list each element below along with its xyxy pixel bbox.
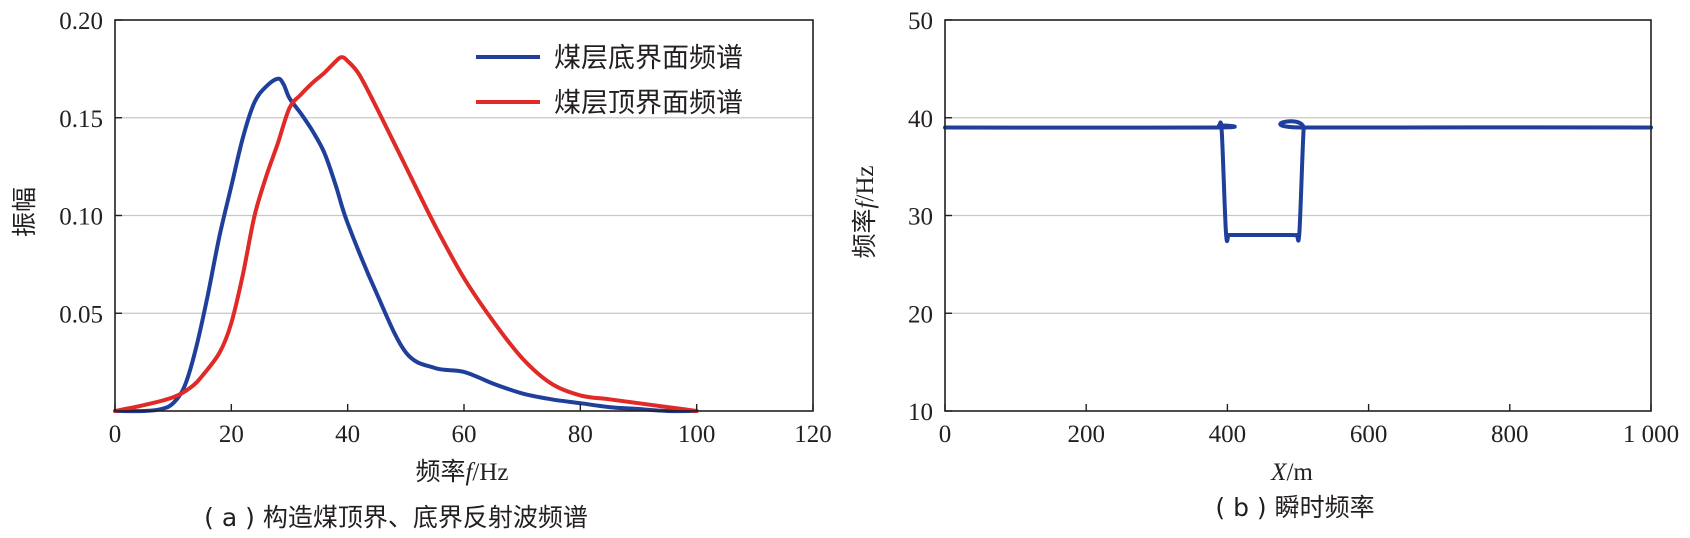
b-ylabel-prefix: 频率 bbox=[850, 209, 879, 259]
b-xlabel-unit: /m bbox=[1286, 459, 1313, 486]
b-xlabel: X/m bbox=[1270, 459, 1313, 486]
a-ticks: 0.05 0.10 0.15 0.20 0 20 40 60 80 100 120 bbox=[59, 8, 832, 448]
b-grid bbox=[945, 117, 1651, 314]
b-xtick-label: 600 bbox=[1350, 421, 1388, 448]
a-xtick-label: 120 bbox=[794, 421, 832, 448]
a-ytick-label: 0.15 bbox=[59, 106, 103, 133]
b-caption: ( b ) 瞬时频率 bbox=[1215, 493, 1374, 522]
b-xtick-label: 0 bbox=[939, 421, 952, 448]
a-grid bbox=[115, 117, 813, 314]
b-ytick-label: 30 bbox=[908, 204, 933, 231]
a-xtick-label: 60 bbox=[452, 421, 477, 448]
a-xtick-label: 0 bbox=[109, 421, 122, 448]
b-xtick-label: 400 bbox=[1209, 421, 1247, 448]
b-series-line-0 bbox=[943, 119, 1653, 244]
b-ylabel-unit: /Hz bbox=[852, 165, 879, 201]
b-ylabel: 频率f/Hz bbox=[850, 165, 879, 258]
a-series-line-1 bbox=[113, 55, 699, 413]
a-ytick-label: 0.05 bbox=[59, 301, 103, 328]
legend-label-bottom: 煤层底界面频谱 bbox=[554, 43, 743, 74]
a-xlabel: 频率f/Hz bbox=[415, 457, 508, 486]
panel-a-spectrum-chart: 0.05 0.10 0.15 0.20 0 20 40 60 80 100 120 煤层底界面频谱 … bbox=[10, 8, 832, 532]
b-ytick-label: 10 bbox=[908, 399, 933, 426]
a-xtick-label: 20 bbox=[219, 421, 244, 448]
a-caption: ( a ) 构造煤顶界、底界反射波频谱 bbox=[204, 503, 588, 532]
a-xlabel-unit: /Hz bbox=[472, 459, 508, 486]
a-ylabel: 振幅 bbox=[10, 187, 39, 237]
legend-label-top: 煤层顶界面频谱 bbox=[554, 88, 743, 119]
a-legend: 煤层底界面频谱 煤层顶界面频谱 bbox=[476, 43, 743, 119]
b-ytick-label: 20 bbox=[908, 301, 933, 328]
a-xtick-label: 80 bbox=[568, 421, 593, 448]
a-xtick-label: 100 bbox=[678, 421, 716, 448]
b-series bbox=[943, 119, 1653, 244]
b-xtick-label: 800 bbox=[1491, 421, 1529, 448]
a-ytick-label: 0.10 bbox=[59, 204, 103, 231]
a-xlabel-var: f bbox=[465, 459, 475, 486]
b-xlabel-var: X bbox=[1270, 459, 1288, 486]
a-ytick-label: 0.20 bbox=[59, 8, 103, 35]
b-xtick-label: 200 bbox=[1067, 421, 1105, 448]
b-ticks: 10 20 30 40 50 0 200 400 600 800 1 000 bbox=[908, 8, 1679, 448]
a-series-line-0 bbox=[113, 76, 699, 414]
b-ytick-label: 40 bbox=[908, 106, 933, 133]
a-xlabel-prefix: 频率 bbox=[415, 457, 465, 486]
b-xtick-label: 1 000 bbox=[1623, 421, 1679, 448]
b-ytick-label: 50 bbox=[908, 8, 933, 35]
a-series bbox=[113, 55, 699, 414]
a-xtick-label: 40 bbox=[335, 421, 360, 448]
b-ylabel-var: f bbox=[852, 199, 879, 209]
